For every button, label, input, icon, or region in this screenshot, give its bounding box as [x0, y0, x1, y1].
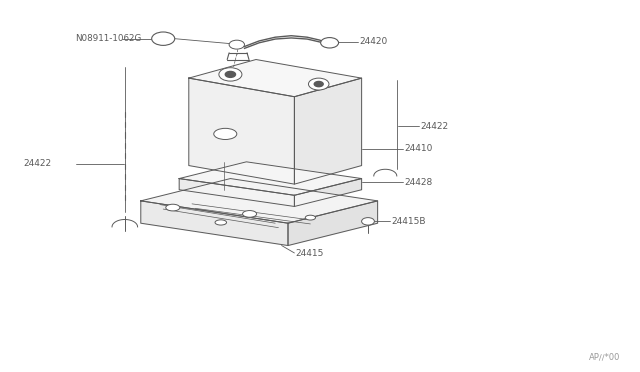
Polygon shape	[294, 78, 362, 184]
Ellipse shape	[243, 211, 257, 217]
Polygon shape	[141, 179, 378, 223]
Polygon shape	[288, 201, 378, 246]
Ellipse shape	[166, 204, 180, 211]
Circle shape	[321, 38, 339, 48]
Text: AP∕∕*00: AP∕∕*00	[589, 352, 621, 361]
Polygon shape	[189, 60, 362, 97]
Ellipse shape	[215, 220, 227, 225]
Text: 24428: 24428	[404, 178, 433, 187]
Text: N: N	[160, 34, 166, 43]
Text: 24415: 24415	[296, 249, 324, 258]
Circle shape	[152, 32, 175, 45]
Text: 24420: 24420	[360, 37, 388, 46]
Polygon shape	[294, 179, 362, 206]
Text: 24410: 24410	[404, 144, 433, 153]
Circle shape	[225, 71, 236, 77]
Ellipse shape	[305, 215, 316, 220]
Text: 24415B: 24415B	[392, 217, 426, 226]
Text: 24422: 24422	[420, 122, 449, 131]
Text: 24422: 24422	[23, 159, 51, 168]
Text: N08911-1062G: N08911-1062G	[76, 34, 142, 43]
Circle shape	[229, 40, 244, 49]
Circle shape	[308, 78, 329, 90]
Polygon shape	[189, 78, 294, 184]
Circle shape	[362, 218, 374, 225]
Circle shape	[314, 81, 323, 87]
Ellipse shape	[214, 128, 237, 140]
Polygon shape	[179, 179, 294, 206]
Polygon shape	[179, 162, 362, 195]
Polygon shape	[141, 201, 288, 246]
Circle shape	[219, 68, 242, 81]
